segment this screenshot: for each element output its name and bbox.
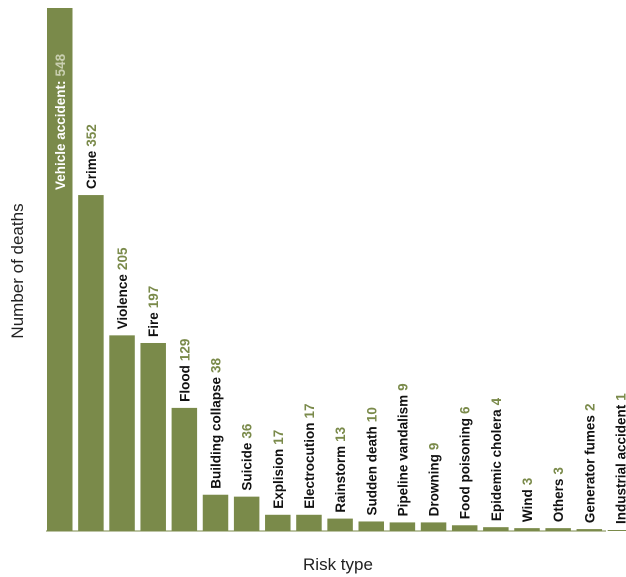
category-label-epidemic-cholera: Epidemic cholera bbox=[489, 409, 504, 521]
value-label-pipeline-vandalism: 9 bbox=[395, 383, 410, 391]
value-label-generator-fumes: 2 bbox=[582, 404, 597, 412]
value-label-drowning: 9 bbox=[427, 443, 442, 451]
value-label-crime: 352 bbox=[84, 124, 99, 147]
bar-epidemic-cholera bbox=[483, 527, 509, 531]
bar-electrocution bbox=[296, 514, 322, 531]
bar-labels-layer: Vehicle accident: 548 Crime 352 Violence 205 F… bbox=[53, 53, 626, 524]
value-label-epidemic-cholera: 4 bbox=[489, 397, 504, 405]
bar-drowning bbox=[420, 522, 447, 531]
value-label-building-collapse: 38 bbox=[209, 357, 224, 373]
bar-label-vehicle-accident: Vehicle accident: 548 bbox=[53, 53, 68, 190]
category-label-crime: Crime bbox=[84, 150, 99, 189]
bar-suicide bbox=[233, 496, 260, 531]
category-label-food-poisoning: Food poisoning bbox=[458, 418, 473, 519]
category-label-flood: Flood bbox=[177, 365, 192, 402]
x-axis-title: Risk type bbox=[303, 555, 373, 574]
category-label-wind: Wind bbox=[520, 489, 535, 522]
bar-label-electrocution: Electrocution 17 bbox=[302, 403, 317, 508]
bar-violence bbox=[109, 335, 135, 531]
value-label-sudden-death: 10 bbox=[364, 407, 379, 422]
category-label-pipeline-vandalism: Pipeline vandalism bbox=[395, 395, 410, 517]
bar-food-poisoning bbox=[451, 525, 478, 531]
value-label-others: 3 bbox=[551, 467, 566, 475]
bar-others bbox=[545, 528, 571, 531]
value-label-flood: 129 bbox=[177, 339, 192, 362]
category-label-violence: Violence bbox=[115, 274, 130, 330]
bar-label-generator-fumes: Generator fumes 2 bbox=[582, 404, 597, 524]
bar-label-others: Others 3 bbox=[551, 467, 566, 523]
category-label-drowning: Drowning bbox=[427, 454, 442, 516]
bar-label-sudden-death: Sudden death 10 bbox=[364, 407, 379, 515]
value-label-food-poisoning: 6 bbox=[458, 406, 473, 414]
value-label-suicide: 36 bbox=[240, 423, 255, 439]
bar-sudden-death bbox=[358, 521, 384, 531]
bar-wind bbox=[514, 528, 540, 531]
value-label-vehicle-accident: 548 bbox=[53, 53, 68, 76]
bar-label-suicide: Suicide 36 bbox=[240, 423, 255, 491]
category-label-others: Others bbox=[551, 479, 566, 523]
category-label-electrocution: Electrocution bbox=[302, 423, 317, 509]
bar-label-explision: Explision 17 bbox=[271, 430, 286, 509]
bars-layer bbox=[47, 8, 626, 531]
bar-label-violence: Violence 205 bbox=[115, 247, 130, 329]
y-axis-title: Number of deaths bbox=[8, 203, 27, 338]
value-label-wind: 3 bbox=[520, 477, 535, 485]
bar-vehicle-accident bbox=[47, 8, 73, 531]
value-label-fire: 197 bbox=[146, 286, 161, 309]
value-label-violence: 205 bbox=[115, 247, 130, 270]
bar-label-building-collapse: Building collapse 38 bbox=[209, 357, 224, 488]
value-label-industrial-accident: 1 bbox=[613, 393, 626, 401]
category-label-industrial-accident: Industrial accident bbox=[613, 404, 626, 524]
bar-label-crime: Crime 352 bbox=[84, 124, 99, 189]
category-label-rainstorm: Rainstorm bbox=[333, 446, 348, 513]
category-label-generator-fumes: Generator fumes bbox=[582, 415, 597, 523]
bar-flood bbox=[171, 407, 198, 531]
category-label-suicide: Suicide bbox=[240, 442, 255, 491]
bar-fire bbox=[140, 342, 166, 531]
bar-label-flood: Flood 129 bbox=[177, 339, 192, 402]
bar-label-food-poisoning: Food poisoning 6 bbox=[458, 406, 473, 519]
bar-crime bbox=[78, 195, 104, 531]
bar-pipeline-vandalism bbox=[389, 522, 416, 531]
value-label-explision: 17 bbox=[271, 430, 286, 445]
bar-rainstorm bbox=[327, 518, 353, 531]
bar-label-pipeline-vandalism: Pipeline vandalism 9 bbox=[395, 383, 410, 516]
bar-building-collapse bbox=[202, 494, 229, 531]
bar-label-fire: Fire 197 bbox=[146, 286, 161, 337]
bar-industrial-accident bbox=[607, 530, 626, 531]
category-label-building-collapse: Building collapse bbox=[209, 376, 224, 488]
bar-label-industrial-accident: Industrial accident 1 bbox=[613, 393, 626, 524]
value-label-rainstorm: 13 bbox=[333, 426, 348, 442]
bar-explision bbox=[265, 514, 291, 531]
bar-generator-fumes bbox=[576, 529, 603, 531]
bar-label-wind: Wind 3 bbox=[520, 477, 535, 522]
bar-label-epidemic-cholera: Epidemic cholera 4 bbox=[489, 397, 504, 521]
value-label-electrocution: 17 bbox=[302, 403, 317, 418]
category-label-sudden-death: Sudden death bbox=[364, 426, 379, 515]
bar-label-drowning: Drowning 9 bbox=[427, 443, 442, 517]
category-label-vehicle-accident: Vehicle accident: bbox=[53, 80, 68, 190]
category-label-fire: Fire bbox=[146, 312, 161, 337]
bar-label-rainstorm: Rainstorm 13 bbox=[333, 426, 348, 512]
category-label-explision: Explision bbox=[271, 449, 286, 509]
